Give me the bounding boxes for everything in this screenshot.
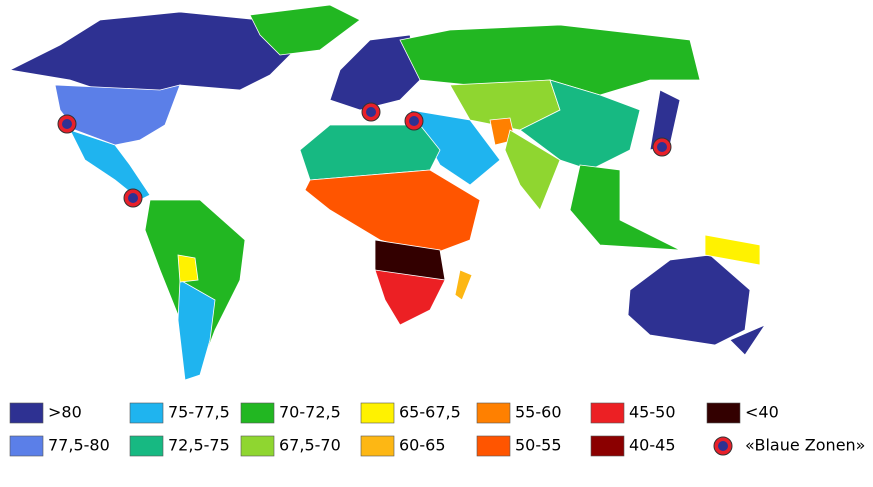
southeast-asia [569,164,681,251]
southern-africa [374,269,446,326]
new-zealand [729,324,767,356]
sub-saharan-africa [304,169,481,256]
legend-label: 70-72,5 [279,403,341,422]
new-guinea [704,234,761,266]
blue-zone-marker-center [409,116,419,126]
legend-label: 45-50 [629,403,676,422]
legend-label: >80 [48,403,82,422]
blue-zone-marker-center [128,193,138,203]
blue-zone-marker-center [62,119,72,129]
blue-zone-marker-center [657,142,667,152]
india [504,129,561,211]
legend-swatch [240,435,275,457]
legend-swatch [590,402,625,424]
legend-swatch [9,435,44,457]
legend-label: «Blaue Zonen» [745,436,865,455]
legend-swatch [129,402,164,424]
legend-swatch [360,402,395,424]
russia [399,24,701,96]
legend-label: 55-60 [515,403,562,422]
madagascar [454,269,473,301]
legend-swatch [9,402,44,424]
blue-zone-markers [57,102,672,208]
blue-zone-marker-center [366,107,376,117]
bolivia [177,254,199,283]
australia [627,254,751,346]
legend-swatch [240,402,275,424]
china [519,79,641,171]
world-map [8,4,767,381]
legend-label: 72,5-75 [168,436,230,455]
legend-label: 40-45 [629,436,676,455]
central-america [69,129,151,201]
legend-label: <40 [745,403,779,422]
legend-label: 67,5-70 [279,436,341,455]
legend-label: 60-65 [399,436,446,455]
legend-swatch [590,435,625,457]
legend-swatch [706,402,741,424]
legend-label: 50-55 [515,436,562,455]
legend-label: 77,5-80 [48,436,110,455]
legend-swatch [476,402,511,424]
legend-label: 65-67,5 [399,403,461,422]
blue-zone-marker-center [718,441,728,451]
legend-swatch [360,435,395,457]
legend-swatch [129,435,164,457]
greenland [249,4,361,56]
legend: >80 77,5-80 75-77,5 72,5-75 70-72,5 67,5-70 65… [9,402,865,457]
southern-cone [177,279,216,381]
legend-label: 75-77,5 [168,403,230,422]
legend-swatch [476,435,511,457]
